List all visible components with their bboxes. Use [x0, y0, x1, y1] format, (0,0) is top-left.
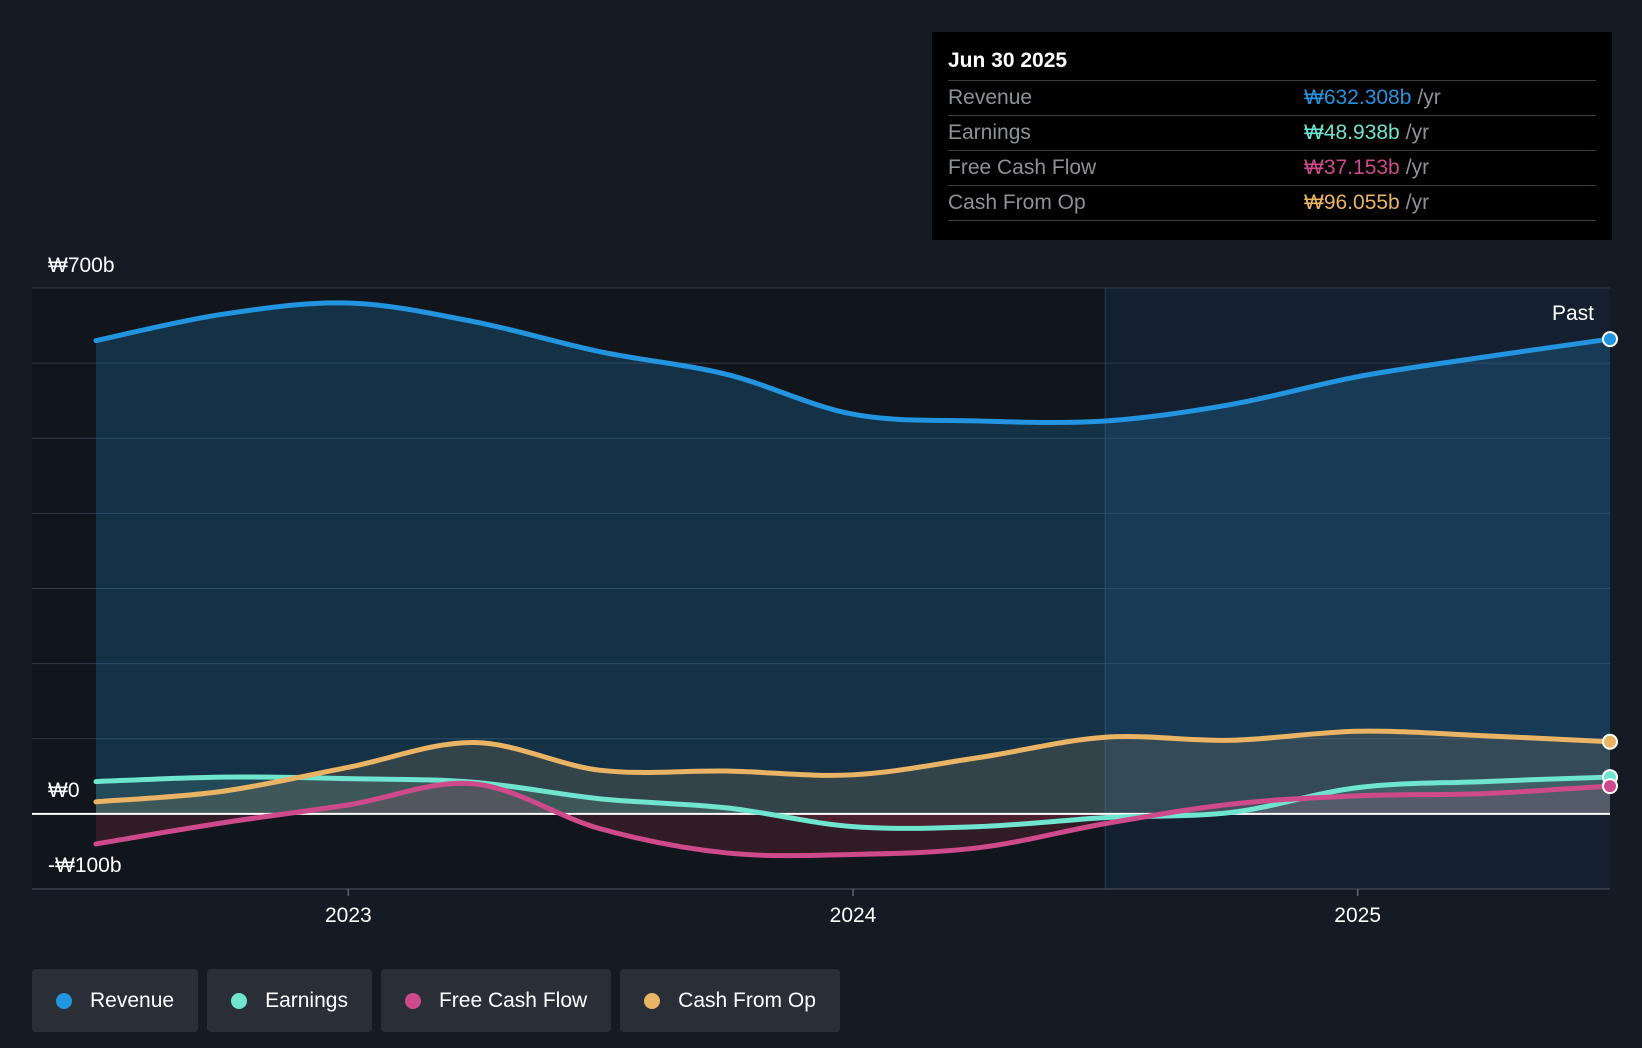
end-dot-cfo	[1602, 733, 1618, 750]
tooltip-value: ₩96.055b	[1304, 191, 1400, 214]
tooltip-label: Earnings	[948, 121, 1031, 144]
legend: Revenue Earnings Free Cash Flow Cash Fro…	[32, 969, 840, 1032]
legend-item-earnings[interactable]: Earnings	[207, 969, 372, 1032]
grid	[32, 287, 1610, 890]
tooltip-row-cfo: Cash From Op ₩96.055b /yr	[948, 185, 1596, 221]
tooltip: Jun 30 2025 Revenue ₩632.308b /yr Earnin…	[932, 32, 1612, 240]
legend-item-fcf[interactable]: Free Cash Flow	[380, 969, 612, 1032]
legend-label: Cash From Op	[678, 988, 816, 1012]
tooltip-value: ₩37.153b	[1304, 156, 1400, 179]
area-cfo	[96, 731, 1610, 813]
tooltip-row-earnings: Earnings ₩48.938b /yr	[948, 115, 1596, 150]
area-revenue	[96, 302, 1610, 813]
line-fcf	[93, 780, 1613, 859]
line-cfo	[93, 728, 1613, 805]
tooltip-label: Revenue	[948, 86, 1033, 109]
x-tick-label: 2025	[1334, 904, 1381, 927]
x-tick-label: 2024	[830, 904, 877, 927]
tooltip-label: Free Cash Flow	[948, 156, 1097, 179]
legend-dot-icon	[231, 992, 248, 1009]
tooltip-value: ₩48.938b	[1304, 121, 1400, 144]
y-label-top: ₩700b	[48, 254, 115, 277]
legend-dot-icon	[644, 992, 661, 1009]
area-negative-earnings	[96, 813, 1610, 829]
end-dot-fcf	[1602, 778, 1618, 795]
area-negative-fcf	[96, 813, 1610, 856]
series-lines	[93, 300, 1613, 859]
y-label-bottom: -₩100b	[48, 854, 122, 877]
x-axis: 2023 2024 2025	[32, 888, 1610, 927]
tooltip-unit: /yr	[1405, 121, 1430, 144]
tooltip-unit: /yr	[1405, 191, 1430, 214]
y-label-zero: ₩0	[48, 779, 80, 802]
tooltip-unit: /yr	[1417, 86, 1441, 109]
x-tick-label: 2023	[325, 904, 372, 927]
past-label: Past	[1552, 302, 1594, 325]
legend-item-cfo[interactable]: Cash From Op	[620, 969, 840, 1032]
tooltip-row-revenue: Revenue ₩632.308b /yr	[948, 80, 1596, 115]
tooltip-unit: /yr	[1405, 156, 1430, 179]
legend-dot-icon	[404, 992, 421, 1009]
tooltip-value: ₩632.308b	[1304, 86, 1412, 109]
legend-label: Free Cash Flow	[438, 988, 588, 1012]
end-dot-revenue	[1602, 331, 1618, 348]
end-dots	[1602, 331, 1618, 795]
tooltip-label: Cash From Op	[948, 191, 1086, 214]
legend-item-revenue[interactable]: Revenue	[32, 969, 199, 1032]
line-earnings	[93, 774, 1613, 831]
line-revenue	[93, 300, 1613, 425]
legend-dot-icon	[56, 992, 72, 1009]
tooltip-date: Jun 30 2025	[948, 49, 1068, 72]
legend-label: Earnings	[265, 988, 348, 1012]
tooltip-row-fcf: Free Cash Flow ₩37.153b /yr	[948, 150, 1596, 185]
legend-label: Revenue	[90, 988, 175, 1012]
